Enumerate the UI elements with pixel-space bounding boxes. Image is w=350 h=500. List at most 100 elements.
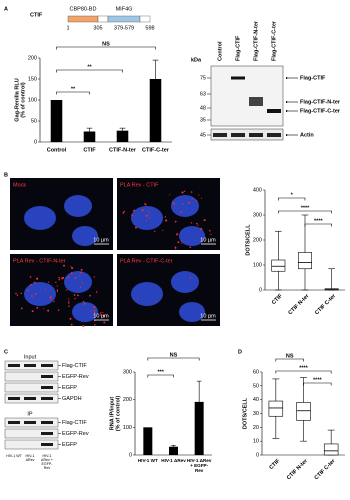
y-tick-label: 100 (28, 97, 37, 103)
pla-dot (15, 292, 17, 295)
y-tick-label: 40 (253, 397, 259, 403)
scale-label: 10 µm (200, 237, 216, 243)
pla-dot (200, 227, 203, 231)
x-tick-label: HIV-1 WT (137, 458, 158, 463)
bar (83, 131, 96, 142)
x-tick-label: CTIF-N-ter (109, 147, 137, 153)
y-tick-label: 50 (253, 383, 259, 389)
pla-dot (190, 222, 193, 224)
pla-dot (100, 312, 102, 314)
significance-label: ** (87, 64, 92, 70)
significance-bracket (147, 374, 174, 378)
band (24, 397, 36, 400)
micrograph-label: Mock (13, 182, 26, 188)
nucleus (72, 302, 98, 322)
x-tick-label: HIV-1 ΔRev + EGFP-Rev (186, 458, 212, 474)
pla-dot (148, 211, 150, 213)
y-tick-label: 300 (123, 369, 132, 375)
band-label: Actin (300, 132, 314, 138)
band-label: Flag-CTIF-C-ter (300, 108, 341, 114)
band (24, 364, 36, 367)
pla-dot (144, 202, 146, 204)
pla-dot (74, 297, 76, 300)
pla-dot (201, 197, 203, 199)
pla-dot (49, 296, 52, 299)
band (41, 364, 53, 367)
pla-dot (93, 306, 96, 309)
pla-dot (69, 317, 72, 320)
band (249, 97, 263, 106)
significance-bracket (56, 69, 123, 73)
y-tick-label: 30 (253, 411, 259, 417)
significance-label: NS (286, 353, 294, 359)
pla-dot (27, 289, 29, 292)
nucleus (131, 282, 163, 306)
micrograph-label: PLA Rev - CTIF-C-ter (120, 258, 173, 264)
pla-dot (176, 233, 179, 236)
pla-dot (145, 214, 148, 217)
pla-dot (180, 211, 183, 213)
pla-dot (181, 242, 183, 244)
y-tick-label: 0 (129, 452, 132, 458)
pla-dot (134, 226, 137, 229)
significance-label: **** (314, 218, 323, 224)
size-marker: 75 (200, 75, 206, 81)
pla-dot (189, 246, 192, 249)
pla-dot (181, 240, 183, 242)
nucleus (64, 271, 92, 293)
pla-dot (80, 271, 82, 274)
y-tick-label: 60 (253, 369, 259, 375)
pla-dot (71, 267, 74, 270)
band (8, 364, 20, 367)
pla-dot (162, 229, 164, 231)
nucleus (171, 195, 199, 217)
x-tick-label: CTIF (268, 458, 281, 471)
pla-dot (198, 194, 200, 196)
y-tick-label: 400 (253, 187, 262, 193)
significance-label: **** (301, 205, 310, 211)
panel-label: B (4, 172, 8, 178)
band (41, 397, 53, 400)
pla-dot (89, 294, 91, 297)
bar (169, 446, 178, 455)
scale-label: 10 µm (93, 313, 109, 319)
domain-label: CBP80-BD (70, 6, 97, 12)
significance-label: ** (71, 86, 76, 92)
box (298, 252, 312, 270)
significance-bracket (303, 382, 332, 386)
significance-bracket (278, 197, 306, 201)
pla-dot (35, 292, 37, 295)
pla-dot (191, 198, 193, 200)
pla-dot (93, 309, 96, 312)
y-tick-label: 0 (256, 452, 259, 458)
pla-dot (47, 281, 50, 283)
band-label: GAPDH (62, 396, 82, 402)
section-label: Input (24, 354, 37, 360)
x-tick-label: CTIF C-ter (314, 293, 338, 317)
pla-dot (47, 309, 50, 312)
nucleus (131, 206, 163, 230)
lane-label: HIV-1 ΔRev + EGFP-Rev (41, 454, 53, 470)
pla-dot (169, 194, 171, 196)
pla-dot (182, 203, 184, 205)
size-marker: 45 (200, 132, 206, 138)
pla-dot (55, 281, 57, 284)
band-label: Flag-CTIF (300, 75, 326, 81)
lane-label: Flag-CTIF (235, 35, 241, 61)
y-axis-label: (% of control) (20, 82, 26, 118)
pla-dot (70, 323, 73, 326)
significance-bracket (56, 91, 90, 95)
pla-dot (102, 314, 104, 316)
band (24, 421, 36, 424)
y-axis-label: Gag-Renilla RLU (14, 78, 20, 121)
x-tick-label: CTIF (83, 147, 96, 153)
band-label: EGFP-Rev (62, 374, 89, 380)
micrograph-label: PLA Rev - CTIF-N-ter (13, 258, 66, 264)
pla-dot (174, 248, 177, 250)
x-tick-label: CTIF (271, 293, 284, 306)
pla-dot (78, 275, 80, 277)
pla-dot (83, 303, 86, 305)
pla-dot (208, 314, 211, 316)
pla-dot (61, 276, 64, 280)
pla-dot (141, 209, 144, 212)
